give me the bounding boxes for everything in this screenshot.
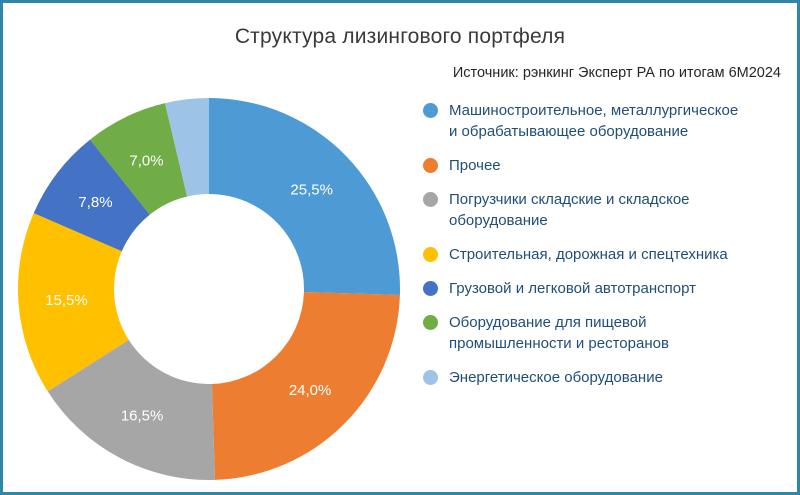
- legend-item-2: Прочее: [423, 155, 788, 176]
- slice-label-2: 24,0%: [289, 382, 332, 399]
- legend-label: Машиностроительное, металлургическое и о…: [449, 102, 739, 140]
- legend-label: Строительная, дорожная и спецтехника: [449, 246, 728, 263]
- legend-marker-icon: [423, 192, 438, 207]
- legend-item-5: Грузовой и легковой автотранспорт: [423, 278, 788, 299]
- legend-item-3: Погрузчики складские и складское оборудо…: [423, 189, 788, 231]
- slice-label-1: 25,5%: [290, 181, 333, 198]
- donut-slice-7: [164, 98, 209, 197]
- legend-label: Оборудование для пищевой промышленности …: [449, 314, 669, 352]
- donut-slice-5: [33, 139, 150, 252]
- donut-slice-6: [90, 103, 188, 215]
- donut-chart: 25,5% 24,0% 16,5% 15,5% 7,8% 7,0%: [17, 98, 400, 481]
- slice-label-5: 7,8%: [78, 194, 112, 211]
- slice-label-4: 15,5%: [45, 292, 88, 309]
- source-text: Источник: рэнкинг Эксперт РА по итогам 6…: [452, 65, 781, 81]
- legend-item-7: Энергетическое оборудование: [423, 367, 788, 388]
- legend-label: Энергетическое оборудование: [449, 369, 663, 386]
- donut-slice-2: [211, 291, 400, 480]
- legend: Машиностроительное, металлургическое и о…: [423, 100, 788, 401]
- legend-marker-icon: [423, 370, 438, 385]
- legend-label: Грузовой и легковой автотранспорт: [449, 280, 696, 297]
- chart-title: Структура лизингового портфеля: [234, 25, 566, 48]
- legend-marker-icon: [423, 158, 438, 173]
- legend-item-6: Оборудование для пищевой промышленности …: [423, 312, 788, 354]
- slice-label-6: 7,0%: [129, 152, 163, 169]
- legend-item-1: Машиностроительное, металлургическое и о…: [423, 100, 788, 142]
- donut-slice-4: [17, 213, 129, 392]
- legend-label: Прочее: [449, 157, 501, 174]
- legend-item-4: Строительная, дорожная и спецтехника: [423, 244, 788, 265]
- legend-marker-icon: [423, 281, 438, 296]
- slice-label-3: 16,5%: [121, 407, 164, 424]
- legend-marker-icon: [423, 247, 438, 262]
- donut-slice-3: [47, 339, 215, 481]
- donut-slice-1: [209, 98, 400, 295]
- legend-marker-icon: [423, 315, 438, 330]
- legend-marker-icon: [423, 103, 438, 118]
- legend-label: Погрузчики складские и складское оборудо…: [449, 191, 690, 229]
